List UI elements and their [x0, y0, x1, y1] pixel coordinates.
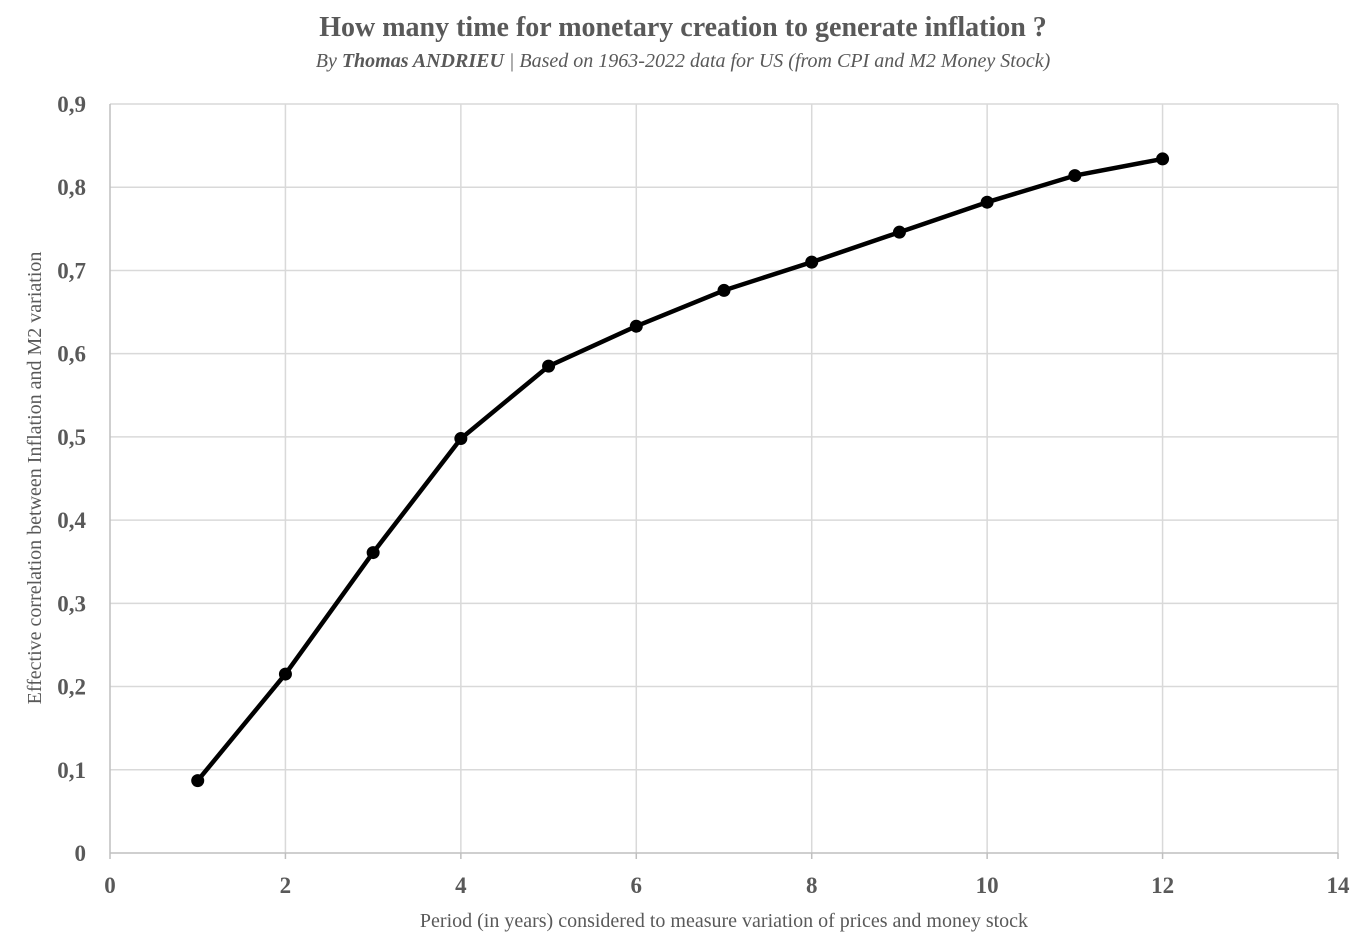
data-point: [805, 255, 819, 269]
data-point: [454, 432, 468, 446]
y-tick-label: 0,5: [57, 425, 86, 450]
subtitle-rest: | Based on 1963-2022 data for US (from C…: [503, 50, 1051, 72]
x-tick-label: 2: [280, 873, 292, 898]
x-tick-label: 8: [806, 873, 818, 898]
series: [191, 152, 1170, 788]
data-point: [717, 283, 731, 297]
data-point: [1068, 169, 1082, 183]
data-point: [542, 359, 556, 373]
series-line: [195, 156, 1164, 783]
y-tick-label: 0: [75, 841, 87, 866]
x-tick-label: 12: [1151, 873, 1174, 898]
gridlines: [110, 103, 1339, 853]
y-tick-label: 0,3: [57, 591, 86, 616]
subtitle-author: Thomas ANDRIEU: [341, 50, 504, 72]
x-tick-label: 10: [976, 873, 999, 898]
data-point: [892, 225, 906, 239]
y-tick-label: 0,9: [57, 92, 86, 117]
x-tick-label: 6: [631, 873, 643, 898]
data-point: [366, 546, 380, 560]
data-point: [629, 319, 643, 333]
x-tick-label: 14: [1327, 873, 1351, 898]
chart-subtitle: By Thomas ANDRIEU | Based on 1963-2022 d…: [0, 50, 1366, 73]
y-tick-label: 0,7: [57, 258, 86, 283]
data-point: [1156, 152, 1170, 166]
tick-labels: 0 0,1 0,2 0,3 0,4 0,5 0,6 0,7 0,8 0,9 0 2 4 6 8 10 12 14: [57, 92, 1350, 898]
chart-title: How many time for monetary creation to g…: [319, 12, 1047, 43]
y-axis-title: Effective correlation between Inflation …: [24, 252, 46, 705]
y-tick-label: 0,2: [57, 675, 86, 700]
x-tick-label: 0: [104, 873, 116, 898]
data-point: [980, 195, 994, 209]
y-tick-label: 0,4: [57, 508, 86, 533]
axes: [109, 104, 1339, 859]
y-tick-label: 0,8: [57, 175, 86, 200]
x-axis-title: Period (in years) considered to measure …: [420, 910, 1028, 932]
x-tick-label: 4: [455, 873, 467, 898]
y-tick-label: 0,6: [57, 342, 86, 367]
data-point: [191, 774, 205, 788]
subtitle-prefix: By: [315, 50, 342, 72]
y-tick-label: 0,1: [57, 758, 86, 783]
data-point: [278, 667, 292, 681]
